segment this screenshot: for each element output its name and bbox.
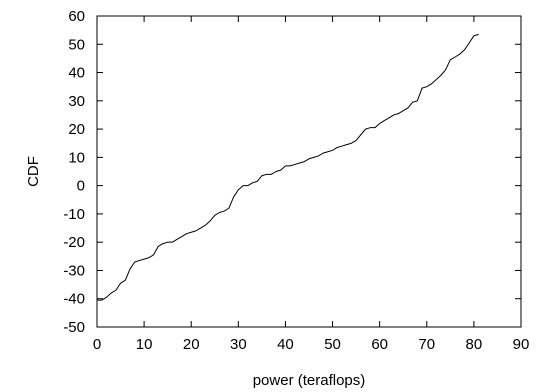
x-tick-label: 30 — [230, 336, 247, 353]
x-axis-ticks: 0 10 20 30 40 50 60 70 80 90 — [93, 16, 530, 353]
x-tick-label: 50 — [324, 336, 341, 353]
cdf-line — [97, 33, 479, 301]
y-tick-label: -30 — [63, 262, 85, 279]
y-tick-label: -40 — [63, 291, 85, 308]
y-axis-label: CDF — [25, 156, 42, 187]
y-tick-label: 50 — [68, 36, 85, 53]
y-axis-ticks: -50 -40 -30 -20 -10 0 10 20 30 40 50 60 — [63, 8, 521, 336]
y-tick-label: -20 — [63, 234, 85, 251]
series-layer — [97, 33, 479, 301]
x-tick-label: 80 — [466, 336, 483, 353]
y-tick-label: -10 — [63, 206, 85, 223]
x-tick-label: 70 — [418, 336, 435, 353]
y-tick-label: 40 — [68, 65, 85, 82]
y-tick-label: 10 — [68, 149, 85, 166]
x-tick-label: 0 — [93, 336, 101, 353]
y-tick-label: 20 — [68, 121, 85, 138]
y-tick-label: 30 — [68, 93, 85, 110]
y-tick-label: 60 — [68, 8, 85, 25]
x-tick-label: 90 — [513, 336, 530, 353]
x-tick-label: 60 — [371, 336, 388, 353]
x-tick-label: 40 — [277, 336, 294, 353]
y-tick-label: 0 — [77, 178, 85, 195]
y-tick-label: -50 — [63, 319, 85, 336]
x-tick-label: 10 — [136, 336, 153, 353]
x-tick-label: 20 — [183, 336, 200, 353]
plot-area-frame — [96, 15, 522, 328]
x-axis-label: power (teraflops) — [253, 372, 366, 389]
